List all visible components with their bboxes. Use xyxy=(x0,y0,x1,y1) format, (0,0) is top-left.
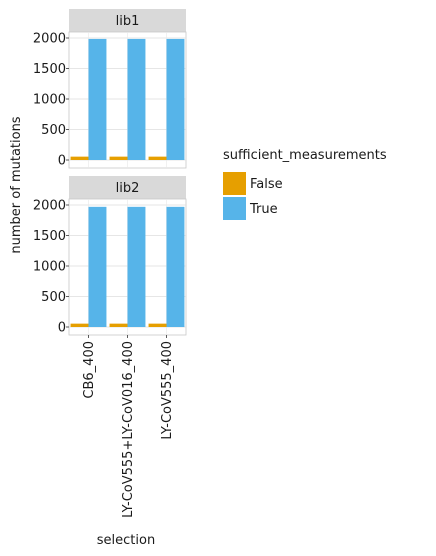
bar-true-cb6-400 xyxy=(88,206,107,327)
bar-true-ly-cov555-ly-cov016-400 xyxy=(127,38,146,160)
bar-true-cb6-400 xyxy=(88,38,107,160)
legend-key-true xyxy=(223,197,246,220)
y-tick-label: 2000 xyxy=(33,32,66,47)
facet-lib2: lib2 0 500 1000 1500 2000 CB6_400 LY-CoV555+LY-… xyxy=(33,176,187,518)
bar-true-ly-cov555-400 xyxy=(166,38,185,160)
legend-label-true: True xyxy=(249,202,278,217)
facet-label: lib2 xyxy=(116,181,140,196)
y-tick-label: 2000 xyxy=(33,199,66,214)
legend-key-false xyxy=(223,172,246,195)
legend-entries: False True xyxy=(223,172,283,220)
x-tick-label: CB6_400 xyxy=(82,341,97,399)
legend: sufficient_measurements False True xyxy=(223,148,387,220)
bar-false-ly-cov555-400 xyxy=(148,156,167,160)
facet-label: lib1 xyxy=(116,14,140,29)
y-tick-label: 0 xyxy=(58,321,66,336)
legend-title: sufficient_measurements xyxy=(223,148,387,163)
y-tick-label: 1500 xyxy=(33,62,66,77)
x-axis-label: selection xyxy=(97,533,155,548)
facet-strip xyxy=(69,176,186,199)
y-tick-label: 1000 xyxy=(33,93,66,108)
facet-strip xyxy=(69,9,186,32)
y-tick-label: 500 xyxy=(41,290,66,305)
y-tick-label: 0 xyxy=(58,154,66,169)
bar-true-ly-cov555-400 xyxy=(166,206,185,327)
facet-lib1: lib1 0 500 1000 1500 2000 xyxy=(33,9,187,169)
bar-false-ly-cov555-400 xyxy=(148,323,167,327)
bar-false-ly-cov555-ly-cov016-400 xyxy=(109,156,128,160)
legend-label-false: False xyxy=(250,177,283,192)
facets-group: lib1 0 500 1000 1500 2000 lib2 0 500 1000 1500 2000… xyxy=(33,9,187,518)
y-tick-label: 1000 xyxy=(33,260,66,275)
bar-false-ly-cov555-ly-cov016-400 xyxy=(109,323,128,327)
y-tick-label: 500 xyxy=(41,123,66,138)
y-axis-label: number of mutations xyxy=(9,116,24,253)
bar-false-cb6-400 xyxy=(70,156,89,160)
y-tick-label: 1500 xyxy=(33,229,66,244)
bar-false-cb6-400 xyxy=(70,323,89,327)
bar-true-ly-cov555-ly-cov016-400 xyxy=(127,206,146,327)
x-tick-label: LY-CoV555_400 xyxy=(160,341,175,440)
x-tick-label: LY-CoV555+LY-CoV016_400 xyxy=(121,341,136,518)
